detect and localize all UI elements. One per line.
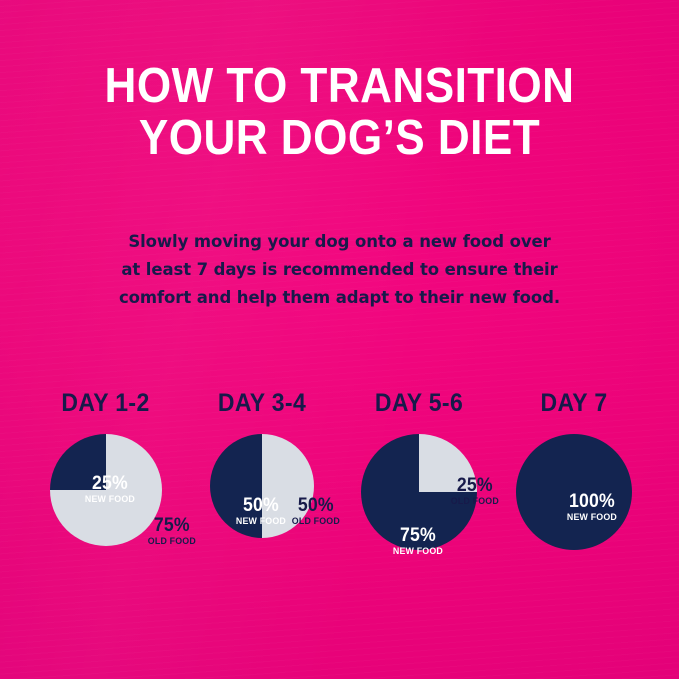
pie-slice-new-food	[49, 434, 106, 490]
pie-chart-2: DAY 3-4 50% NEW FOOD 50% OLD FOOD	[186, 389, 340, 538]
pie-chart-3: DAY 5-6 75% NEW FOOD 25% OLD FOOD	[330, 389, 508, 557]
intro-line-2: at least 7 days is recommended to ensure…	[121, 260, 558, 279]
chart-day-label: DAY 7	[540, 389, 608, 417]
pie-chart-4: DAY 7 100% NEW FOOD	[496, 390, 652, 550]
pie-chart-row: DAY 1-2 25% NEW FOOD 75% OLD FOOD DAY 3-4 50% N…	[0, 390, 679, 590]
pie-graphic: 50% NEW FOOD 50% OLD FOOD	[210, 434, 340, 538]
title-line-2: YOUR DOG’S DIET	[138, 111, 541, 165]
pie-slice-old-food	[49, 434, 162, 546]
intro-paragraph: Slowly moving your dog onto a new food o…	[0, 228, 679, 312]
title-line-1: HOW TO TRANSITION	[104, 59, 575, 113]
chart-day-label: DAY 5-6	[374, 389, 464, 417]
pie-slice-new-food	[516, 434, 632, 550]
pie-chart-1: DAY 1-2 25% NEW FOOD 75% OLD FOOD	[18, 389, 195, 547]
intro-line-1: Slowly moving your dog onto a new food o…	[128, 232, 551, 251]
chart-day-label: DAY 3-4	[217, 389, 307, 417]
pie-slice-new-food	[210, 434, 262, 538]
pie-graphic: 75% NEW FOOD 25% OLD FOOD	[361, 434, 499, 557]
intro-line-3: comfort and help them adapt to their new…	[118, 288, 561, 307]
pie-graphic: 100% NEW FOOD	[516, 434, 632, 550]
pie-slice-old-food	[262, 434, 314, 538]
pie-graphic: 25% NEW FOOD 75% OLD FOOD	[49, 434, 195, 547]
page-title: HOW TO TRANSITION YOUR DOG’S DIET	[0, 60, 679, 164]
pie-slice-old-food	[419, 434, 477, 492]
chart-day-label: DAY 1-2	[61, 389, 150, 417]
